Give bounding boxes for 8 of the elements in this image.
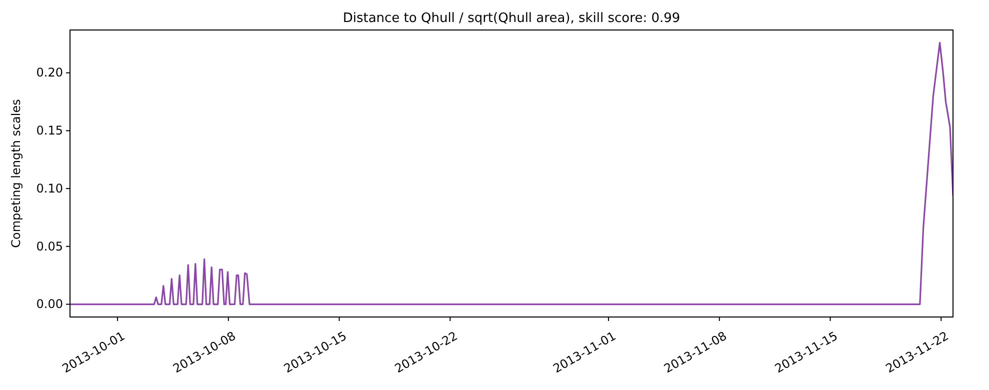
y-tick-label: 0.15 — [36, 124, 63, 138]
y-tick-label: 0.10 — [36, 181, 63, 196]
y-tick-label: 0.00 — [36, 297, 63, 312]
chart-title: Distance to Qhull / sqrt(Qhull area), skill score: 0.99 — [342, 11, 680, 26]
y-tick-label: 0.20 — [36, 66, 63, 80]
y-tick-label: 0.05 — [36, 239, 63, 254]
line-series — [70, 42, 953, 306]
y-axis-title: Competing length scales — [9, 99, 23, 248]
